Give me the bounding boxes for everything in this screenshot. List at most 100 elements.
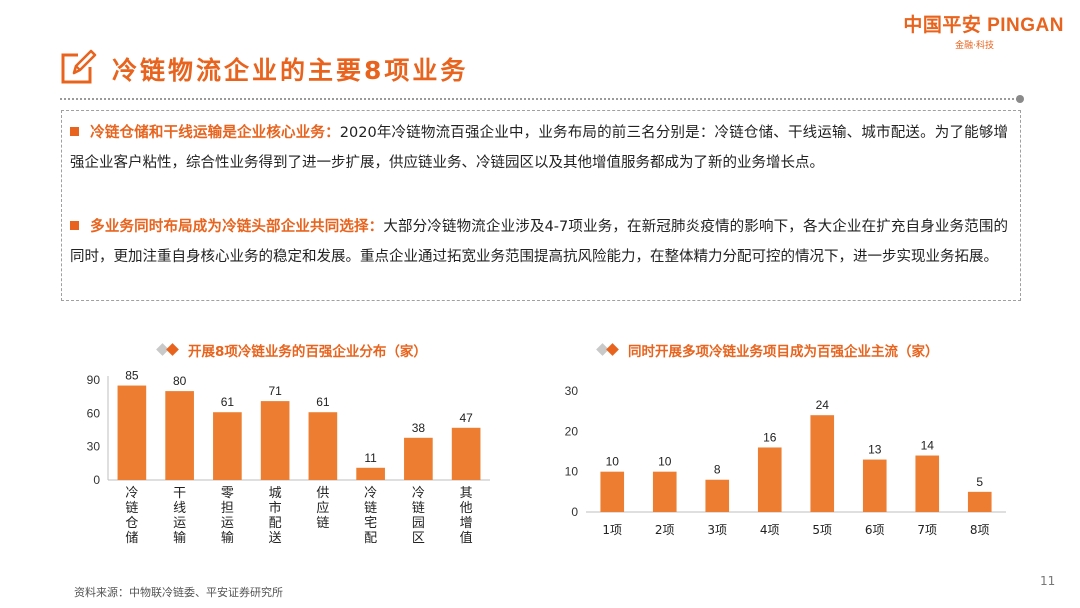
y-tick-label: 0 bbox=[571, 505, 578, 519]
bullet-lead: 多业务同时布局成为冷链头部企业共同选择： bbox=[90, 219, 384, 235]
x-tick-label: 7项 bbox=[917, 523, 937, 537]
data-label: 38 bbox=[412, 421, 426, 435]
x-tick-label: 运 bbox=[221, 516, 234, 531]
page-number: 11 bbox=[1040, 574, 1056, 588]
data-label: 61 bbox=[316, 395, 330, 409]
data-label: 61 bbox=[221, 395, 235, 409]
x-tick-label: 宅 bbox=[364, 516, 377, 531]
x-tick-label: 输 bbox=[221, 530, 234, 546]
bar bbox=[260, 401, 290, 480]
summary-box: 冷链仓储和干线运输是企业核心业务：2020年冷链物流百强企业中，业务布局的前三名… bbox=[61, 110, 1021, 301]
data-label: 10 bbox=[606, 455, 620, 469]
chart-2-title: 同时开展多项冷链业务项目成为百强企业主流（家） bbox=[596, 340, 939, 360]
x-tick-label: 配 bbox=[364, 531, 377, 546]
bar bbox=[967, 491, 992, 512]
x-tick-label: 链 bbox=[316, 516, 329, 531]
y-tick-label: 30 bbox=[565, 384, 579, 398]
x-tick-label: 送 bbox=[269, 531, 282, 546]
x-tick-label: 其 bbox=[460, 486, 473, 501]
x-tick-label: 线 bbox=[173, 501, 186, 516]
x-tick-label: 冷 bbox=[364, 486, 377, 501]
bullet-text: 大部分冷链物流企业涉及4-7项业务，在新冠肺炎疫情的影响下，各大企业在扩充自身业… bbox=[70, 219, 1008, 265]
logo-tagline: 金融·科技 bbox=[955, 41, 994, 51]
x-tick-label: 配 bbox=[269, 516, 282, 531]
data-label: 80 bbox=[173, 374, 187, 388]
data-label: 71 bbox=[268, 384, 282, 398]
bullet-square-icon bbox=[70, 127, 79, 136]
bar bbox=[165, 391, 194, 480]
data-label: 8 bbox=[714, 463, 721, 477]
bullet-point: 冷链仓储和干线运输是企业核心业务：2020年冷链物流百强企业中，业务布局的前三名… bbox=[70, 118, 1008, 178]
x-tick-label: 应 bbox=[316, 500, 329, 516]
bar bbox=[862, 459, 887, 512]
y-tick-label: 0 bbox=[93, 473, 100, 487]
slide-title: 冷链物流企业的主要8项业务 bbox=[112, 56, 469, 85]
x-tick-label: 8项 bbox=[970, 523, 990, 537]
y-tick-label: 90 bbox=[87, 373, 101, 387]
company-logo: 中国平安 PINGAN 金融·科技 bbox=[903, 10, 1064, 51]
bullet-square-icon bbox=[70, 221, 79, 230]
y-tick-label: 10 bbox=[565, 465, 579, 479]
bar bbox=[705, 479, 730, 512]
bar bbox=[308, 412, 338, 480]
data-label: 24 bbox=[816, 398, 830, 412]
data-label: 47 bbox=[459, 411, 473, 425]
x-tick-label: 链 bbox=[364, 501, 377, 516]
x-tick-label: 干 bbox=[173, 486, 186, 501]
bar bbox=[915, 455, 940, 512]
y-tick-label: 20 bbox=[565, 424, 579, 438]
bar bbox=[117, 385, 147, 480]
bar bbox=[451, 427, 481, 480]
x-tick-label: 仓 bbox=[125, 516, 138, 531]
title-divider-dot bbox=[1016, 95, 1024, 103]
x-tick-label: 运 bbox=[173, 516, 186, 531]
bullet-text: 2020年冷链物流百强企业中，业务布局的前三名分别是：冷链仓储、干线运输、城市配… bbox=[70, 125, 1008, 171]
bullet-lead: 冷链仓储和干线运输是企业核心业务： bbox=[90, 125, 340, 141]
bar bbox=[356, 467, 385, 480]
chart-2-title-text: 同时开展多项冷链业务项目成为百强企业主流（家） bbox=[628, 344, 939, 360]
x-tick-label: 他 bbox=[460, 501, 473, 516]
x-tick-label: 零 bbox=[221, 486, 234, 501]
x-tick-label: 担 bbox=[221, 501, 234, 516]
chart-1-title: 开展8项冷链业务的百强企业分布（家） bbox=[156, 340, 427, 360]
bar bbox=[404, 437, 433, 480]
x-tick-label: 增 bbox=[460, 516, 473, 531]
x-tick-label: 3项 bbox=[707, 523, 727, 537]
x-tick-label: 2项 bbox=[655, 523, 675, 537]
x-tick-label: 5项 bbox=[812, 523, 832, 537]
data-label: 14 bbox=[921, 439, 935, 453]
x-tick-label: 园 bbox=[412, 516, 425, 531]
x-tick-label: 冷 bbox=[412, 486, 425, 501]
x-tick-label: 冷 bbox=[125, 486, 138, 501]
x-tick-label: 链 bbox=[412, 501, 425, 516]
bullet-point: 多业务同时布局成为冷链头部企业共同选择：大部分冷链物流企业涉及4-7项业务，在新… bbox=[70, 212, 1008, 272]
data-label: 5 bbox=[976, 475, 983, 489]
data-label: 11 bbox=[364, 451, 377, 465]
x-tick-label: 1项 bbox=[602, 523, 622, 537]
x-tick-label: 输 bbox=[173, 530, 186, 546]
bar bbox=[213, 412, 242, 480]
source-note: 资料来源：中物联冷链委、平安证券研究所 bbox=[74, 586, 283, 599]
x-tick-label: 6项 bbox=[865, 523, 885, 537]
x-tick-label: 链 bbox=[125, 501, 138, 516]
bar bbox=[652, 471, 677, 512]
bar bbox=[810, 415, 835, 512]
x-tick-label: 区 bbox=[412, 531, 425, 546]
x-tick-label: 供 bbox=[316, 486, 329, 501]
x-tick-label: 城 bbox=[269, 486, 282, 501]
logo-text: 中国平安 PINGAN bbox=[903, 15, 1064, 36]
x-tick-label: 市 bbox=[269, 500, 282, 516]
edit-pencil-icon bbox=[61, 49, 97, 84]
y-tick-label: 30 bbox=[87, 440, 101, 454]
data-label: 13 bbox=[868, 443, 882, 457]
y-tick-label: 60 bbox=[87, 406, 101, 420]
bar bbox=[757, 447, 782, 512]
bar bbox=[600, 471, 625, 512]
title-divider bbox=[60, 98, 1022, 100]
data-label: 16 bbox=[763, 430, 777, 444]
x-tick-label: 4项 bbox=[760, 523, 780, 537]
data-label: 10 bbox=[658, 455, 672, 469]
data-label: 85 bbox=[125, 369, 139, 383]
